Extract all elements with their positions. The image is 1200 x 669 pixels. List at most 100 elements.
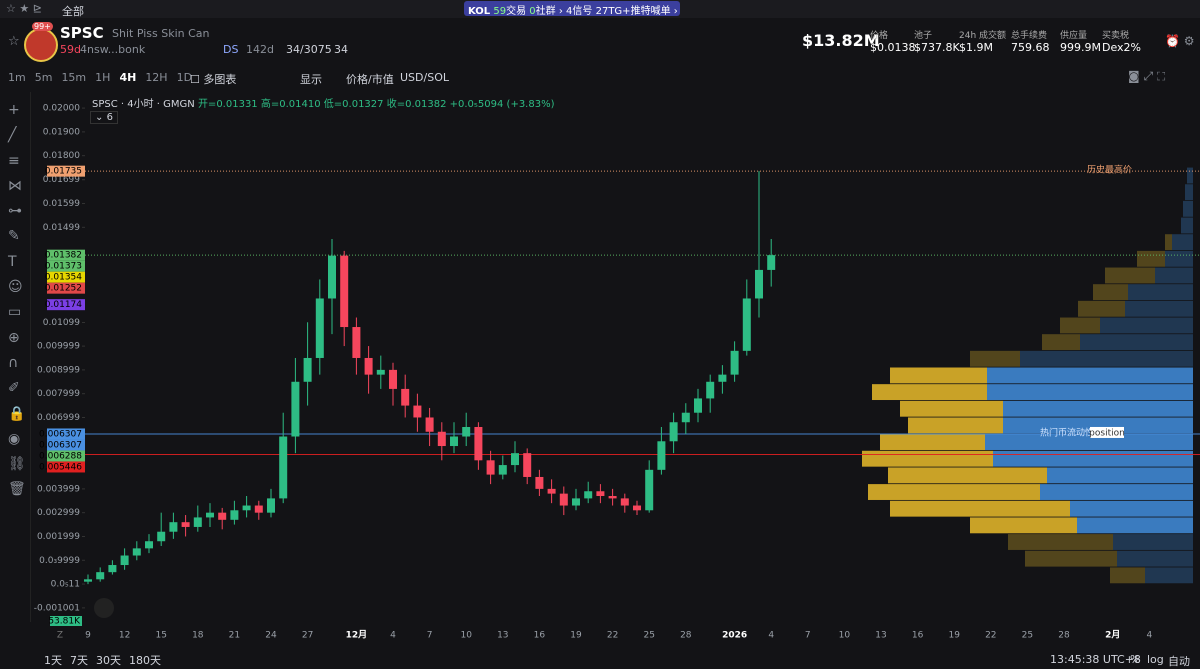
- y-tick-label: 0.0₅11: [51, 580, 80, 590]
- profile-buy: [862, 450, 993, 467]
- interval[interactable]: 1D: [176, 71, 193, 84]
- range[interactable]: 7天: [70, 654, 88, 667]
- x-tick-label: 19: [570, 631, 582, 641]
- profile-sell: [1047, 467, 1193, 484]
- multi-label: 多图表: [203, 73, 237, 86]
- profile-sell: [1145, 567, 1193, 584]
- candle-body: [303, 357, 312, 382]
- y-tick-label: -0.001001: [34, 603, 80, 613]
- price-tag: 0.01735: [45, 167, 82, 177]
- candle-body: [645, 469, 654, 511]
- profile-sell: [1113, 534, 1193, 550]
- candle-body: [486, 460, 495, 475]
- profile-buy: [888, 467, 1047, 484]
- interval[interactable]: 1H: [95, 71, 111, 84]
- profile-sell: [1125, 300, 1193, 317]
- legend-close: 收=0.01382: [386, 99, 447, 110]
- log[interactable]: log: [1147, 653, 1164, 666]
- price-mcap[interactable]: 价格/市值: [346, 73, 394, 86]
- profile-buy: [868, 484, 1040, 500]
- interval[interactable]: 15m: [61, 71, 87, 84]
- x-tick-label: 28: [1058, 631, 1070, 641]
- header-icons[interactable]: ⏰ ⚙: [1165, 34, 1195, 48]
- profile-label: 热门币流动性段: [1040, 426, 1103, 438]
- drawing-icons[interactable]: + ╱ ≡ ⋈ ⊶ ✎ T ☺ ▭ ⊕ ∩ ✐ 🔒 ◉ ⛓ 🗑: [8, 102, 26, 498]
- candle-body: [157, 531, 166, 542]
- x-tick-label: 15: [155, 631, 166, 641]
- candle-body: [596, 491, 605, 497]
- legend-open: 开=0.01331: [197, 99, 258, 110]
- profile-sell: [1100, 317, 1193, 334]
- profile-sell: [1181, 217, 1193, 234]
- token-logo: [24, 28, 58, 62]
- profile-sell: [1172, 234, 1193, 251]
- chart-tools[interactable]: ◙ ⤢ ⛶: [1128, 69, 1166, 83]
- interval[interactable]: 12H: [145, 71, 168, 84]
- y-tick-label: 0.01099: [43, 318, 80, 328]
- currency[interactable]: USD/SOL: [400, 71, 449, 84]
- price-tag-bg: [47, 439, 85, 451]
- ath-label: 历史最高价: [1087, 164, 1132, 176]
- range[interactable]: 1天: [44, 654, 62, 667]
- candle-body: [328, 255, 336, 299]
- profile-sell: [1020, 350, 1193, 367]
- range[interactable]: 180天: [129, 654, 161, 667]
- candle-body: [96, 572, 105, 580]
- price-tag: 0.006307: [39, 429, 82, 439]
- x-tick-label: 4: [390, 631, 396, 641]
- interval[interactable]: 5m: [34, 71, 53, 84]
- candle-body: [681, 412, 690, 423]
- candle-body: [291, 381, 300, 437]
- price-tag: 0.01174: [45, 300, 82, 310]
- profile-sell: [1165, 250, 1193, 267]
- signals-label: 信号: [572, 6, 593, 17]
- profile-buy: [900, 400, 1003, 417]
- range[interactable]: 30天: [96, 654, 121, 667]
- candle-body: [242, 505, 251, 511]
- candle-body: [193, 517, 202, 527]
- kol-banner[interactable]: [464, 1, 680, 16]
- profile-sell: [1185, 184, 1193, 201]
- profile-sell: [1077, 517, 1193, 534]
- candle-body: [511, 453, 519, 466]
- candle-body: [181, 522, 190, 527]
- ds: DS: [223, 43, 239, 56]
- profile-buy: [908, 417, 1003, 434]
- profile-buy: [1060, 317, 1100, 334]
- multi-chart[interactable]: ☐ 多图表: [190, 73, 237, 86]
- candle-body: [462, 426, 471, 437]
- candle-body: [376, 369, 385, 375]
- candle-body: [279, 436, 288, 499]
- x-tick-label: 22: [985, 631, 996, 641]
- interval[interactable]: 4H: [119, 71, 137, 84]
- x-tick-label: 4: [1147, 631, 1153, 641]
- chart: 0.02000 0.01900 0.01800 0.01699 0.01599 0.014…: [34, 104, 1200, 641]
- candle-body: [437, 431, 446, 447]
- y-tick-label: 0.009999: [37, 342, 80, 352]
- profile-sell: [987, 367, 1193, 384]
- candle-body: [657, 441, 666, 470]
- price-tag-bg: [47, 260, 85, 272]
- token-name: Shit Piss Skin Can: [112, 27, 210, 40]
- profile-sell: [985, 434, 1193, 450]
- profile-sell: [1070, 500, 1193, 517]
- candle-body: [633, 505, 641, 511]
- y-tick-label: 0.01599: [43, 199, 80, 209]
- stat-label: 供应量: [1060, 31, 1088, 41]
- filter[interactable]: 全部: [62, 5, 84, 18]
- profile-sell: [993, 450, 1193, 467]
- profile-buy: [1165, 234, 1172, 251]
- auto[interactable]: 自动: [1168, 655, 1190, 668]
- star[interactable]: ☆: [8, 34, 20, 49]
- interval[interactable]: 1m: [8, 71, 26, 84]
- display[interactable]: 显示: [300, 73, 322, 86]
- indicators[interactable]: ⌄ 6: [90, 111, 118, 124]
- x-tick-label: 16: [912, 631, 924, 641]
- holders: 34/3075: [286, 43, 332, 56]
- price-tag: 0.006288: [39, 451, 82, 461]
- x-tick-label: 22: [607, 631, 618, 641]
- candle-body: [608, 496, 617, 499]
- symbol: SPSC: [60, 24, 104, 42]
- pct[interactable]: %: [1130, 653, 1141, 666]
- market-cap: $13.82M: [802, 31, 880, 50]
